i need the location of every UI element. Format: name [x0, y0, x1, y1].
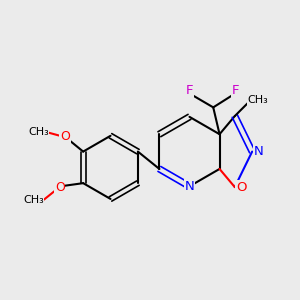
Text: N: N [184, 180, 194, 193]
Text: CH₃: CH₃ [23, 195, 44, 205]
Text: O: O [55, 181, 65, 194]
Text: CH₃: CH₃ [248, 95, 268, 105]
Text: O: O [60, 130, 70, 143]
Text: N: N [254, 145, 263, 158]
Text: F: F [186, 84, 193, 98]
Text: CH₃: CH₃ [28, 127, 49, 137]
Text: O: O [236, 181, 246, 194]
Text: F: F [232, 84, 239, 98]
